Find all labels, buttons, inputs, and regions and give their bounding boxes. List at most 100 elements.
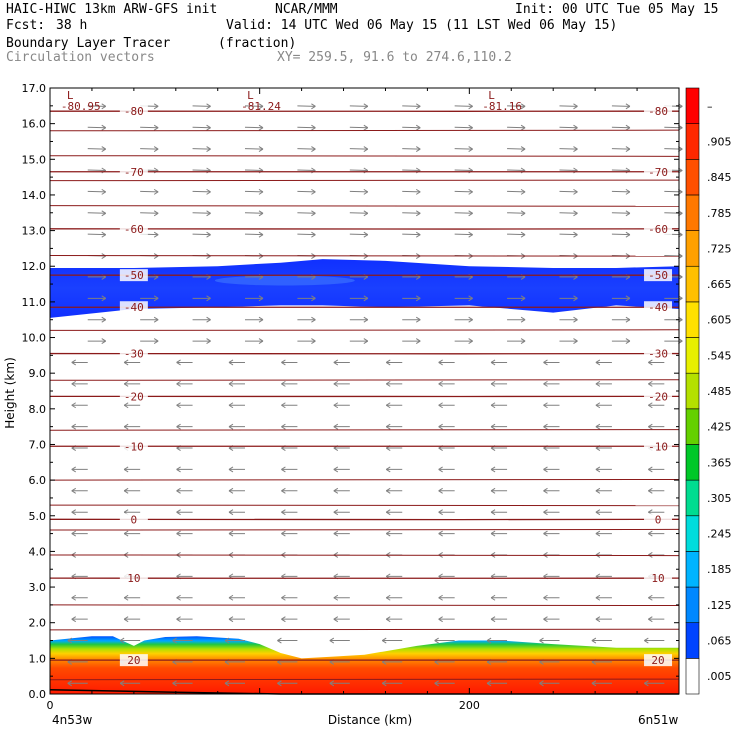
isotherm-line	[49, 604, 680, 606]
circulation-vector	[438, 509, 455, 516]
circulation-vector	[228, 616, 245, 623]
circulation-vector	[123, 423, 141, 430]
circulation-vector	[349, 316, 369, 323]
colorbar-label: .905	[707, 135, 732, 148]
colorbar-label: .545	[707, 349, 732, 362]
circulation-vector	[559, 295, 578, 302]
circulation-vector	[123, 402, 141, 409]
circulation-vector	[281, 359, 298, 366]
circulation-vector	[381, 637, 403, 644]
circulation-vector	[454, 316, 473, 323]
isotherm-line	[49, 504, 680, 507]
circulation-vector	[244, 231, 264, 238]
isotherm-label: -40	[124, 301, 144, 314]
circulation-vector	[244, 103, 264, 110]
circulation-vector	[281, 466, 298, 473]
circulation-vector	[333, 423, 350, 430]
colorbar-label: .305	[707, 492, 732, 505]
colorbar-swatch	[685, 301, 700, 338]
y-tick-label: 15.0	[22, 153, 47, 166]
circulation-vector	[385, 359, 403, 366]
circulation-vector	[402, 103, 421, 110]
colorbar-swatch	[685, 372, 700, 410]
circulation-vector	[402, 124, 421, 131]
colorbar-swatch	[685, 586, 700, 624]
circulation-vector	[490, 487, 508, 494]
circulation-vector	[402, 338, 421, 345]
circulation-vector	[281, 530, 298, 537]
isotherm-label: -70	[124, 166, 144, 179]
circulation-vector	[454, 124, 473, 131]
circulation-vector	[454, 231, 473, 238]
circulation-vector	[176, 402, 193, 409]
circulation-vector	[87, 231, 107, 238]
circulation-vector	[281, 487, 298, 494]
isotherm-label: -10	[124, 440, 144, 453]
circulation-vector	[297, 231, 316, 238]
circulation-vector	[454, 338, 473, 345]
circulation-vector	[244, 188, 264, 195]
circulation-vector	[192, 338, 211, 345]
colorbar-swatch	[685, 444, 700, 481]
colorbar-swatch	[685, 515, 700, 552]
x-axis-label: Distance (km)	[328, 713, 412, 727]
isotherm-label: 20	[651, 654, 664, 667]
isotherm-line	[49, 379, 680, 381]
circulation-vector	[490, 509, 508, 516]
isotherm-line	[49, 205, 680, 207]
circulation-vector	[385, 509, 403, 516]
circulation-vector	[333, 359, 350, 366]
y-tick-label: 13.0	[22, 225, 47, 238]
circulation-vector	[333, 402, 350, 409]
colorbar-label: .845	[707, 171, 732, 184]
circulation-vector	[349, 188, 369, 195]
circulation-vector	[591, 637, 612, 644]
vectors-label: Circulation vectors	[6, 50, 155, 65]
circulation-vector	[123, 359, 141, 366]
colorbar-swatch	[685, 622, 700, 659]
circulation-vector	[244, 210, 264, 217]
circulation-vector	[402, 295, 421, 302]
circulation-vector	[664, 188, 683, 195]
circulation-vector	[140, 146, 159, 153]
circulation-vector	[543, 423, 560, 430]
colorbar-swatch	[685, 265, 700, 303]
circulation-vector	[228, 466, 245, 473]
colorbar-label: .125	[707, 599, 732, 612]
circulation-vector	[402, 146, 421, 153]
circulation-vector	[176, 616, 193, 623]
circulation-vector	[123, 487, 141, 494]
circulation-vector	[664, 146, 683, 153]
y-tick-label: 16.0	[22, 118, 47, 131]
circulation-vector	[228, 402, 245, 409]
circulation-vector	[140, 210, 159, 217]
circulation-vector	[333, 509, 350, 516]
circulation-vector	[228, 423, 245, 430]
y-tick-label: 4.0	[29, 545, 47, 558]
circulation-vector	[591, 680, 612, 687]
circulation-vector	[244, 316, 264, 323]
circulation-vector	[329, 637, 350, 644]
colorbar-label: .365	[707, 456, 732, 469]
svg-text:L: L	[488, 89, 495, 102]
circulation-vector	[611, 210, 631, 217]
circulation-vector	[648, 487, 665, 494]
circulation-vector	[333, 466, 350, 473]
circulation-vector	[507, 188, 526, 195]
circulation-vector	[333, 530, 350, 537]
circulation-vector	[385, 466, 403, 473]
circulation-vector	[539, 680, 560, 687]
circulation-vector	[644, 637, 665, 644]
circulation-vector	[559, 146, 578, 153]
circulation-vector	[67, 680, 88, 687]
fcst-value: 38 h	[56, 18, 88, 33]
field-units: (fraction)	[218, 36, 297, 51]
xy-label: XY= 259.5, 91.6 to 274.6,110.2	[277, 50, 512, 65]
colorbar-swatch	[685, 551, 700, 588]
circulation-vector	[434, 680, 455, 687]
circulation-vector	[87, 188, 107, 195]
circulation-vector	[281, 402, 298, 409]
circulation-vector	[543, 530, 560, 537]
circulation-vector	[192, 188, 211, 195]
